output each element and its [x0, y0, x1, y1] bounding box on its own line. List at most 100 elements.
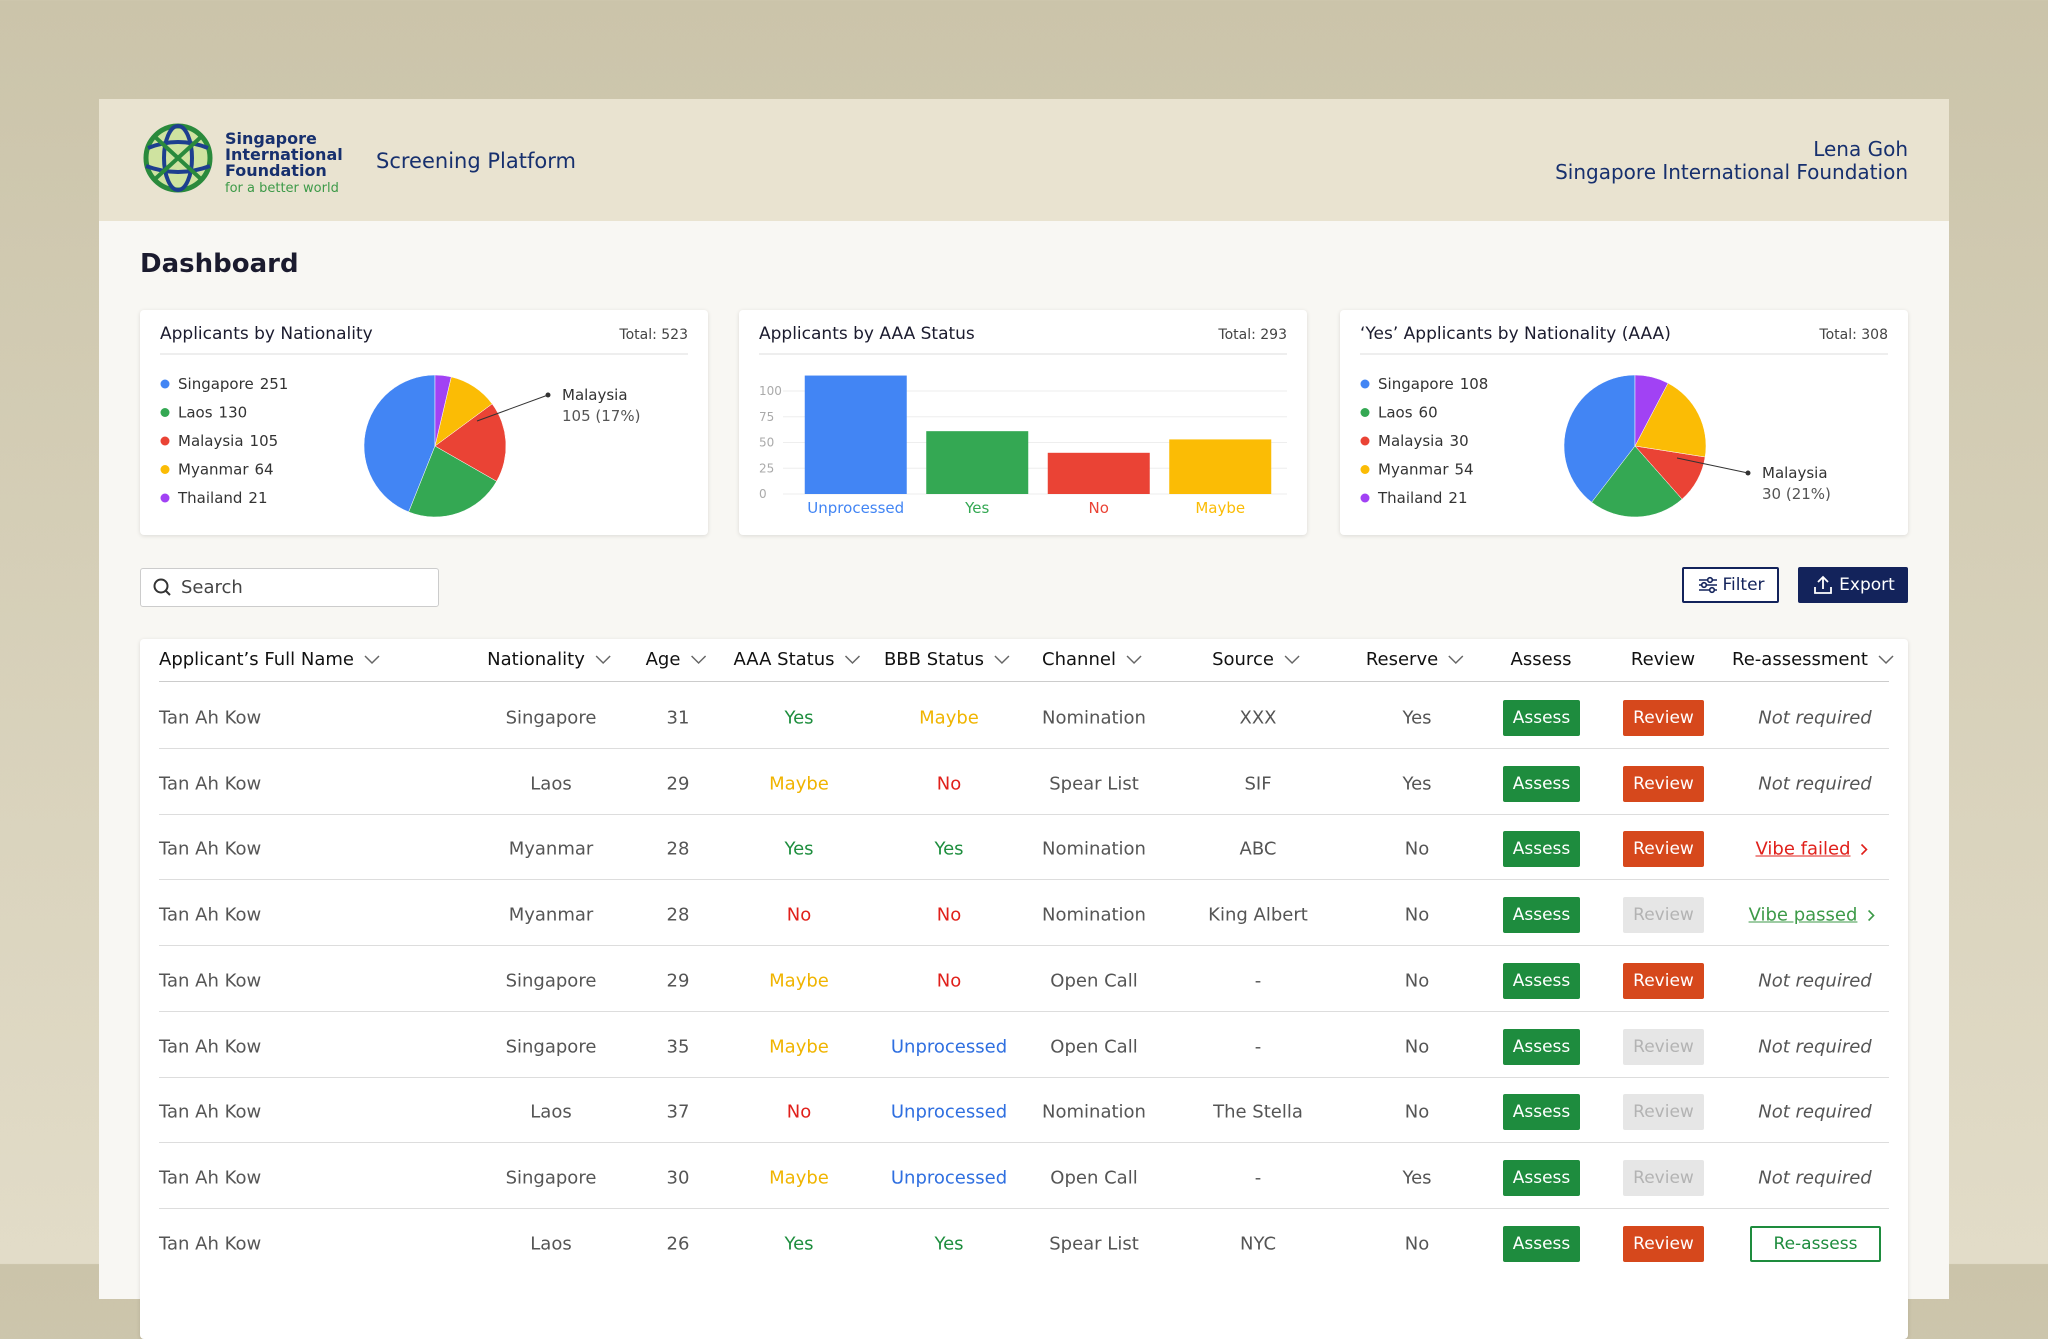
- logo-line: Foundation: [225, 161, 327, 180]
- column-label: Re-assessment: [1732, 649, 1868, 670]
- cell-reserve: No: [1404, 838, 1430, 860]
- chart-card: Applicants by Nationality Total: 523 Singa…: [140, 310, 708, 535]
- row-divider: [159, 1010, 1889, 1012]
- y-tick-label: 25: [759, 461, 774, 475]
- cell-bbb: No: [936, 970, 962, 992]
- cell-bbb: Unprocessed: [890, 1167, 1008, 1189]
- legend-entry: Thailand 21: [1377, 489, 1468, 507]
- cell-name: Tan Ah Kow: [159, 1167, 262, 1189]
- cell-source: ABC: [1239, 838, 1277, 860]
- assess-button[interactable]: Assess: [1503, 962, 1580, 999]
- filter-button[interactable]: Filter: [1682, 567, 1779, 603]
- row-divider: [159, 813, 1889, 815]
- sort-chevron: [1126, 654, 1142, 664]
- cell-source: -: [1254, 970, 1262, 992]
- cell-aaa: Yes: [784, 1233, 814, 1255]
- reassess-link[interactable]: Vibe passed: [1749, 905, 1882, 926]
- legend-category: Laos: [178, 404, 213, 422]
- search-box[interactable]: Search: [140, 568, 439, 607]
- legend-dot: [160, 436, 170, 446]
- column-label: Nationality: [487, 649, 585, 670]
- reassess-link[interactable]: Vibe failed: [1755, 839, 1874, 860]
- cell-source: SIF: [1244, 773, 1272, 795]
- column-header: Review: [1631, 649, 1695, 670]
- assess-button[interactable]: Assess: [1503, 1028, 1580, 1065]
- chart-card: Applicants by AAA Status Total: 293 0 25 50 7…: [739, 310, 1307, 535]
- filter-label: Filter: [1722, 575, 1765, 595]
- column-label: Source: [1212, 649, 1274, 670]
- search-icon: [153, 578, 171, 596]
- logo-tagline: for a better world: [225, 181, 339, 196]
- legend-category: Malaysia: [178, 432, 244, 450]
- assess-button[interactable]: Assess: [1503, 897, 1580, 934]
- search-placeholder: Search: [181, 577, 243, 598]
- annotation-dot: [1745, 470, 1751, 476]
- sort-chevron: [844, 654, 861, 664]
- cell-nationality: Singapore: [505, 1167, 597, 1189]
- reassess-status: Not required: [1758, 1167, 1872, 1189]
- cell-bbb: Unprocessed: [890, 1036, 1008, 1057]
- assess-button[interactable]: Assess: [1503, 1225, 1580, 1262]
- export-button[interactable]: Export: [1798, 567, 1908, 603]
- cell-channel: Open Call: [1050, 1167, 1138, 1189]
- chevron: [1867, 909, 1875, 921]
- row-divider: [159, 748, 1889, 749]
- legend-category: Thailand: [1377, 489, 1442, 507]
- chevron: [1126, 654, 1142, 664]
- legend-category: Myanmar: [178, 461, 249, 479]
- filter-icon: [1699, 576, 1718, 594]
- logo-text: Singapore International Foundation: [225, 131, 343, 179]
- legend-entry: Malaysia 105: [178, 432, 278, 450]
- legend-entry: Singapore 251: [178, 375, 288, 393]
- chart-card: ‘Yes’ Applicants by Nationality (AAA) Tot…: [1340, 310, 1908, 535]
- chart: Applicants by AAA Status Total: 293 0 25 50 7…: [759, 324, 1287, 517]
- review-button[interactable]: Review: [1623, 765, 1704, 802]
- review-button[interactable]: Review: [1623, 962, 1704, 999]
- cell-name: Tan Ah Kow: [159, 1233, 262, 1255]
- legend-value: 54: [1455, 461, 1474, 479]
- assess-button[interactable]: Assess: [1503, 1094, 1580, 1131]
- column-header: Reserve: [1366, 649, 1468, 670]
- legend-entry: Singapore 108: [1378, 375, 1488, 393]
- legend-entry: Myanmar 54: [1378, 461, 1474, 479]
- annotation-text: 30 (21%): [1762, 485, 1831, 503]
- assess-button[interactable]: Assess: [1503, 831, 1580, 868]
- review-button[interactable]: Review: [1623, 700, 1704, 736]
- row-divider: [159, 945, 1889, 947]
- legend-value: 21: [1448, 489, 1467, 507]
- review-button[interactable]: Review: [1623, 1225, 1704, 1262]
- assess-button[interactable]: Assess: [1503, 765, 1580, 802]
- review-button[interactable]: Review: [1623, 831, 1704, 868]
- review-button: Review: [1623, 1159, 1704, 1196]
- reassess-status: Not required: [1758, 1036, 1872, 1057]
- pie-slice: [1591, 445, 1683, 518]
- header: [99, 99, 1949, 221]
- legend-entry: Myanmar 64: [178, 461, 274, 479]
- annotation-text: 105 (17%): [562, 407, 640, 425]
- pie-slice: [363, 374, 436, 513]
- annotation-label: Malaysia: [1762, 464, 1828, 482]
- cell-age: 37: [666, 1101, 690, 1123]
- pie-slice: [434, 403, 507, 482]
- column-header: Nationality: [487, 649, 615, 670]
- cell-age: 28: [666, 838, 690, 860]
- legend-value: 108: [1460, 375, 1489, 393]
- cell-source: The Stella: [1213, 1101, 1303, 1123]
- reassess-button[interactable]: Re-assess: [1750, 1225, 1881, 1262]
- sort-chevron: [690, 654, 706, 664]
- assess-button[interactable]: Assess: [1503, 1159, 1580, 1196]
- annotation-label: Malaysia: [562, 386, 628, 404]
- chart-title: Applicants by AAA Status: [759, 324, 975, 344]
- assess-button[interactable]: Assess: [1503, 700, 1580, 736]
- cell-channel: Spear List: [1049, 773, 1139, 795]
- column-label: Reserve: [1365, 649, 1439, 670]
- x-tick-label: Yes: [964, 499, 989, 517]
- chart-title: ‘Yes’ Applicants by Nationality (AAA): [1360, 324, 1671, 344]
- cell-source: -: [1254, 1036, 1262, 1057]
- header-divider: [159, 681, 1889, 682]
- export-label: Export: [1839, 575, 1895, 595]
- review-button: Review: [1623, 1028, 1704, 1065]
- legend-category: Thailand: [177, 489, 242, 507]
- cell-channel: Open Call: [1050, 1036, 1138, 1057]
- cell-reserve: No: [1404, 1036, 1430, 1057]
